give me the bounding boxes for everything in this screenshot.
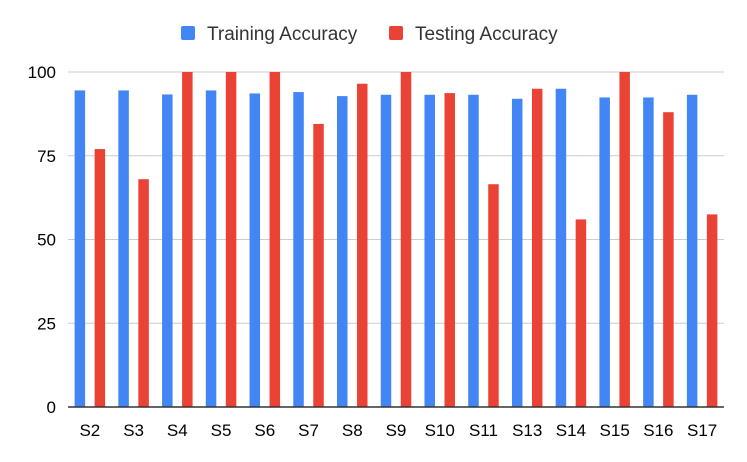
x-tick-label-s2: S2 (79, 421, 100, 440)
x-tick-label-s5: S5 (211, 421, 232, 440)
bar-testing-s6 (269, 72, 281, 407)
bar-testing-s9 (400, 72, 412, 407)
bar-training-s16 (643, 97, 654, 408)
bar-training-s11 (468, 94, 479, 407)
legend-swatch-training (181, 26, 195, 40)
bar-testing-s15 (619, 72, 630, 407)
x-tick-labels: S2 S3 S4 S5 S6 S7 S8 S9 S10 S11 S13 S14 S15 S16 S17 (79, 421, 717, 440)
y-tick-label: 0 (47, 398, 56, 417)
x-tick-label-s13: S13 (512, 421, 542, 440)
bar-testing-s8 (357, 83, 368, 407)
y-tick-label: 75 (37, 147, 56, 166)
y-tick-label: 100 (28, 63, 56, 82)
gridlines (68, 71, 724, 324)
x-tick-label-s14: S14 (556, 421, 586, 440)
legend: Training Accuracy Testing Accuracy (181, 24, 558, 45)
legend-label-testing: Testing Accuracy (415, 24, 558, 45)
x-tick-label-s15: S15 (600, 421, 630, 440)
x-tick-label-s3: S3 (123, 421, 144, 440)
bar-testing-s17 (706, 214, 718, 407)
bar-training-s5 (205, 90, 217, 408)
y-tick-label: 25 (37, 314, 56, 333)
bar-training-s7 (293, 92, 304, 407)
x-tick-label-s16: S16 (643, 421, 673, 440)
bar-training-s6 (249, 93, 261, 407)
bar-training-s4 (162, 94, 173, 407)
bar-testing-s7 (313, 123, 324, 408)
bar-training-s17 (686, 94, 698, 407)
bar-training-s9 (380, 94, 392, 407)
bar-testing-s14 (575, 219, 587, 407)
bar-training-s13 (511, 98, 523, 408)
bar-testing-s4 (182, 72, 193, 407)
bar-testing-s16 (663, 112, 674, 407)
bar-testing-s3 (138, 179, 149, 407)
x-tick-label-s9: S9 (386, 421, 407, 440)
x-tick-label-s8: S8 (342, 421, 363, 440)
legend-swatch-testing (389, 26, 403, 40)
bar-training-s10 (424, 94, 435, 407)
x-tick-label-s6: S6 (254, 421, 275, 440)
bar-testing-s13 (531, 88, 543, 407)
x-tick-label-s17: S17 (687, 421, 717, 440)
bar-training-s3 (118, 90, 129, 408)
bar-testing-s5 (225, 72, 237, 407)
bars (74, 72, 718, 408)
bar-testing-s11 (488, 184, 499, 407)
x-tick-label-s10: S10 (425, 421, 455, 440)
bar-training-s8 (337, 96, 348, 408)
x-tick-label-s11: S11 (469, 421, 498, 440)
legend-label-training: Training Accuracy (207, 24, 358, 45)
bar-testing-s2 (94, 149, 106, 408)
bar-training-s2 (74, 90, 86, 408)
y-tick-label: 50 (37, 231, 56, 250)
bar-training-s14 (555, 88, 567, 407)
x-tick-label-s4: S4 (167, 421, 188, 440)
x-tick-label-s7: S7 (298, 421, 319, 440)
bar-testing-s10 (444, 93, 455, 407)
bar-training-s15 (599, 97, 610, 408)
y-tick-labels: 0 25 50 75 100 (28, 63, 56, 417)
